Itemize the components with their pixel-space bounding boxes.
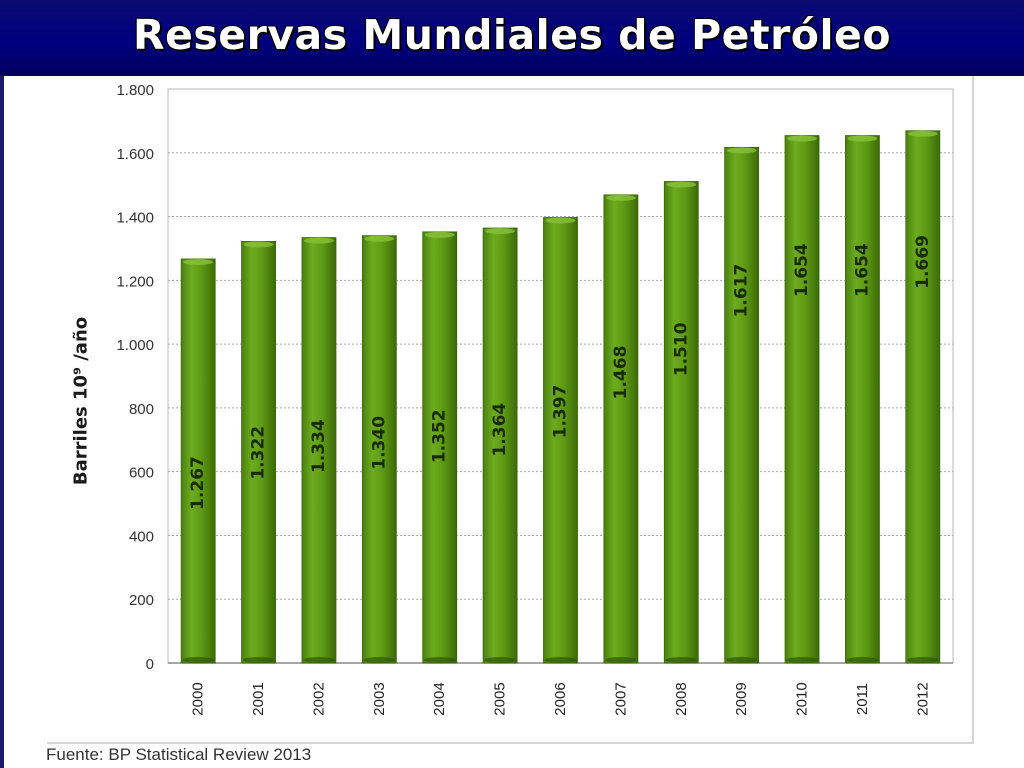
x-tick-label: 2012 [914,682,931,715]
bar-base [604,657,637,663]
y-tick-label: 1.600 [116,146,154,163]
bar-cap [787,135,818,142]
bar [301,237,337,664]
bar-cap [364,235,395,242]
x-tick-label: 2001 [250,682,267,715]
bar [543,217,578,664]
bar [482,227,518,664]
bars [180,130,941,664]
bar-base [846,657,879,663]
bar-value-label: 1.669 [913,235,933,289]
y-tick-label: 1.400 [116,210,154,227]
y-tick-label: 1.000 [116,337,154,354]
labels: 1.26720001.32220011.33420021.34020031.35… [71,235,933,716]
bar-cap [847,135,878,142]
bar [361,235,397,664]
bar-value-label: 1.352 [430,409,450,463]
left-border [0,76,4,768]
bar-cap [183,258,214,265]
bar-value-label: 1.510 [671,322,691,376]
x-tick-label: 2007 [612,682,629,715]
bar [724,146,760,664]
y-tick-label: 800 [129,401,154,418]
bar-value-label: 1.364 [490,403,510,457]
bar-value-label: 1.267 [188,456,208,510]
bar-base [182,657,215,663]
bar-cap [907,130,938,137]
x-tick-label: 2003 [371,682,388,715]
bar-cap [666,181,697,188]
bar [784,135,820,664]
x-tick-label: 2005 [492,682,509,715]
title-bar: Reservas Mundiales de Petróleo [0,0,1024,76]
bar-cap [424,231,455,238]
chart-panel: 0 200 400 600 800 1.000 1.200 1.400 1.600 1.800 1… [47,76,974,744]
x-tick-label: 2011 [854,683,871,715]
bar-value-label: 1.340 [369,416,389,470]
bar [845,135,880,664]
x-tick-label: 2000 [190,682,207,715]
bar [663,181,699,664]
x-tick-label: 2004 [431,682,448,715]
slide-title: Reservas Mundiales de Petróleo [133,11,891,59]
bar-cap [726,147,757,154]
bar-value-label: 1.468 [611,346,631,400]
bar-value-label: 1.654 [792,243,812,297]
bar-cap [243,241,274,248]
source-note: Fuente: BP Statistical Review 2013 [46,745,312,764]
y-axis-title: Barriles 10⁹ /año [71,317,92,485]
x-tick-label: 2006 [552,682,569,715]
bar-base [242,657,275,663]
y-tick-label: 0 [146,656,154,673]
y-tick-label: 200 [129,592,154,609]
bar-cap [303,237,334,244]
x-tick-label: 2008 [673,682,690,715]
bar-value-label: 1.322 [249,426,269,480]
y-tick-label: 600 [129,465,154,482]
x-tick-label: 2010 [794,682,811,715]
bar-value-label: 1.617 [732,264,752,318]
bar-base [423,657,456,663]
bar-base [906,657,939,663]
y-tick-label: 400 [129,528,154,545]
bar [422,231,458,664]
y-tick-label: 1.800 [116,82,154,99]
bar-cap [485,228,516,235]
bar-cap [605,194,636,201]
bar-base [725,657,758,663]
bar-base [302,657,335,663]
bar-value-label: 1.334 [309,419,329,473]
bar-value-label: 1.654 [852,243,872,297]
bar-base [665,657,698,663]
bar [905,130,941,664]
bar-base [363,657,396,663]
bar-chart: 0 200 400 600 800 1.000 1.200 1.400 1.600 1.800 1… [71,82,954,716]
x-tick-label: 2009 [733,682,750,715]
bar-base [544,657,577,663]
bar [241,241,276,664]
bar-cap [545,217,576,224]
bar-base [484,657,517,663]
bar-base [786,657,819,663]
bar [603,194,639,664]
x-tick-label: 2002 [310,682,327,715]
y-tick-label: 1.200 [116,273,154,290]
bar-value-label: 1.397 [551,385,571,439]
